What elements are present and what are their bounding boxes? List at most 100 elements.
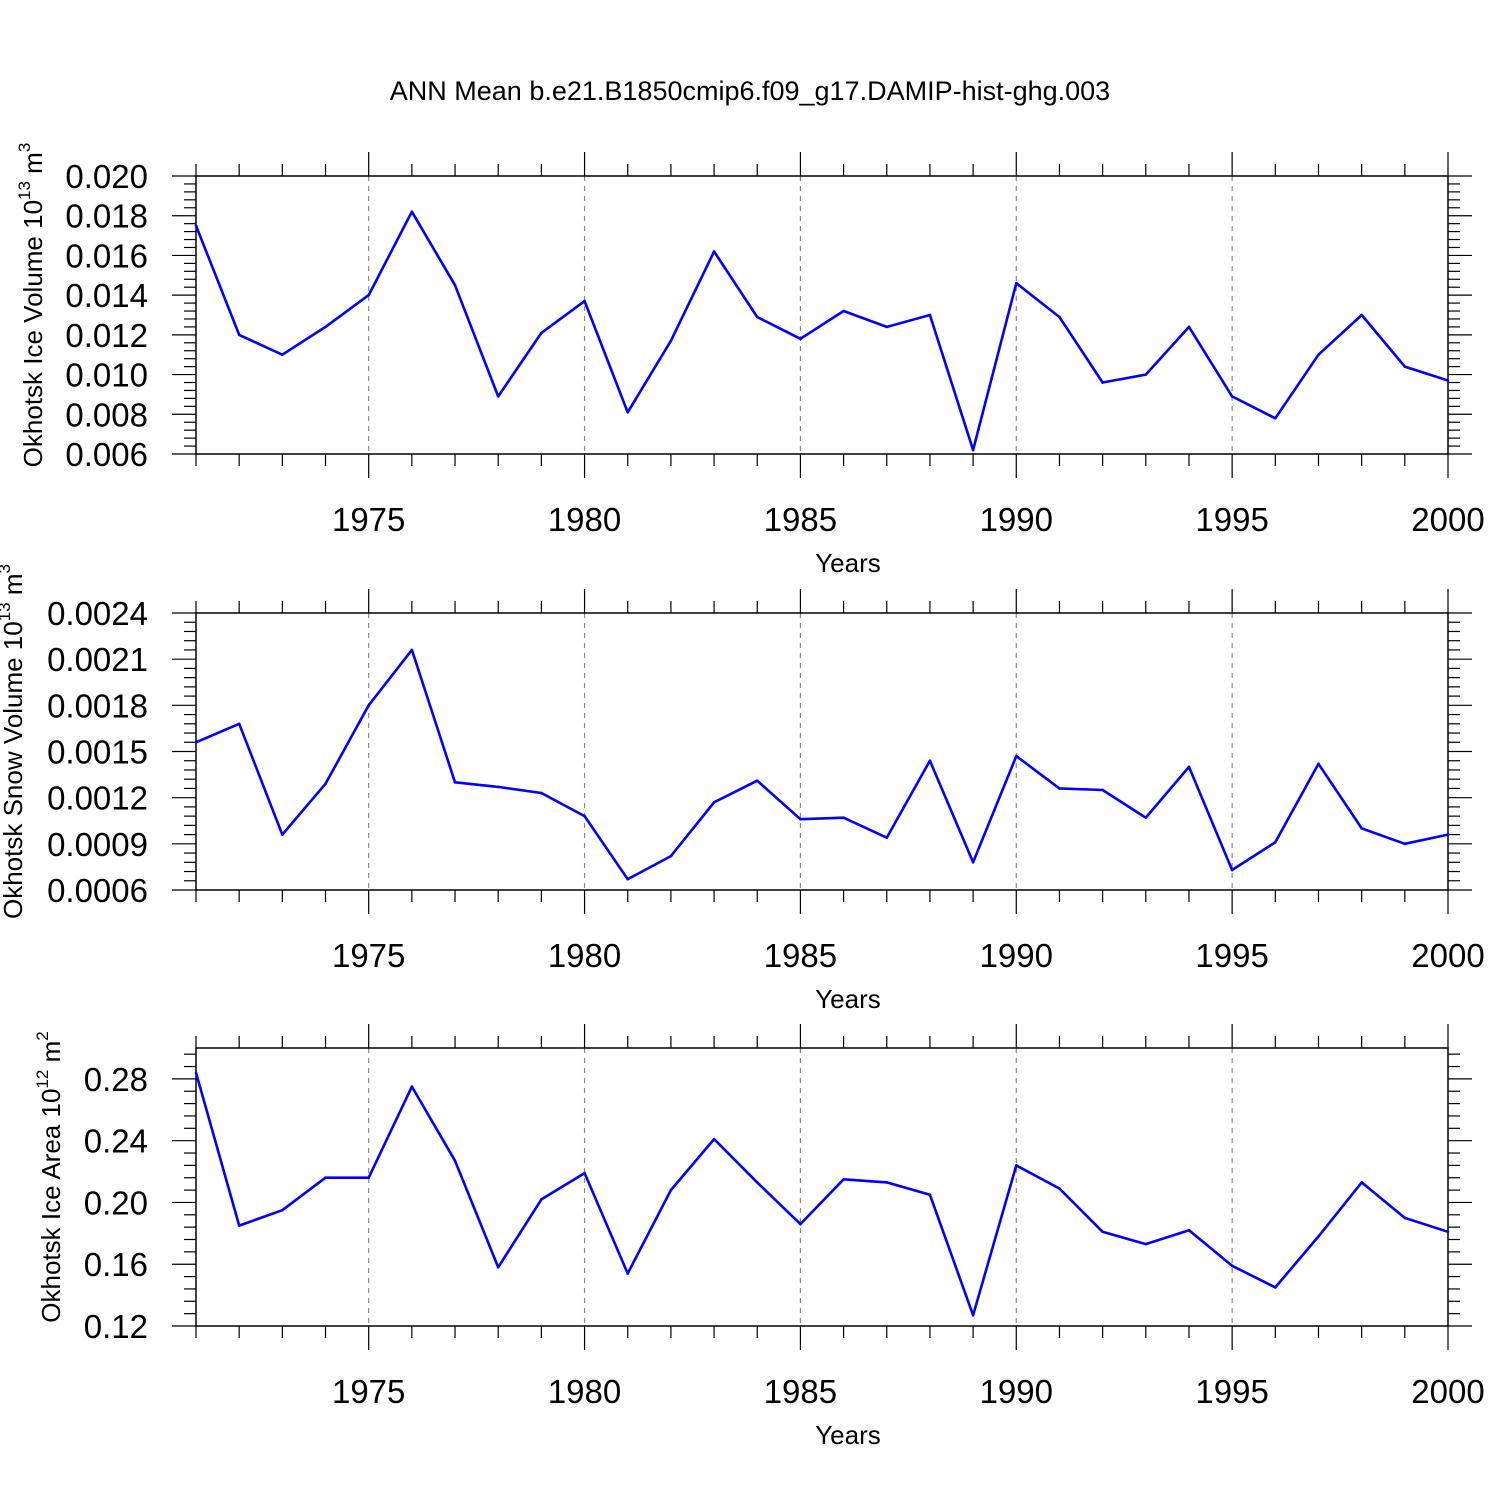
x-tick-label: 1975 [332, 937, 405, 974]
data-point [1403, 365, 1407, 368]
data-point [712, 1137, 716, 1141]
data-point [194, 224, 198, 227]
data-point [324, 1176, 327, 1180]
y-tick-label: 0.0015 [47, 734, 148, 771]
x-axis-label: Years [815, 1420, 881, 1450]
data-point [194, 1071, 198, 1075]
data-point [237, 333, 241, 337]
chart-panel-1: 0.0060.0080.0100.0120.0140.0160.0180.020… [15, 143, 1485, 578]
data-point [1403, 842, 1407, 846]
y-tick-label: 0.16 [84, 1246, 148, 1283]
data-point [1446, 379, 1450, 382]
y-tick-label: 0.008 [65, 396, 148, 433]
data-point [799, 337, 802, 341]
data-point [1317, 762, 1320, 766]
data-point [669, 1188, 673, 1192]
data-point [1058, 1187, 1061, 1190]
x-tick-label: 1980 [548, 937, 621, 974]
data-point [755, 779, 759, 783]
y-tick-label: 0.020 [65, 158, 148, 195]
data-point [712, 250, 716, 253]
y-axis-label-superscript: 3 [0, 564, 14, 573]
x-tick-label: 1980 [548, 1373, 621, 1410]
data-point [583, 814, 586, 818]
data-point [1101, 788, 1104, 792]
y-tick-label: 0.0021 [47, 641, 148, 678]
y-tick-label: 0.006 [65, 436, 148, 473]
x-tick-label: 1995 [1195, 501, 1268, 538]
x-axis-label: Years [815, 984, 881, 1014]
data-point [496, 1266, 500, 1269]
y-axis-label-part: Okhotsk Ice Area 10 [36, 1089, 66, 1323]
data-point [453, 780, 457, 784]
data-point [1446, 833, 1450, 836]
y-tick-label: 0.016 [65, 237, 148, 274]
chart-panel-2: 0.0006 0.0009 0.0012 0.0015 0.0018 0.0021 0.00… [0, 564, 1485, 1014]
data-point [971, 448, 975, 452]
x-tick-label: 1990 [980, 937, 1053, 974]
x-tick-label: 1985 [764, 1373, 837, 1410]
data-point [410, 1085, 414, 1088]
data-point [842, 309, 845, 313]
x-tick-label: 1995 [1195, 937, 1268, 974]
data-point [1403, 1216, 1407, 1220]
series-line-1 [195, 648, 1449, 881]
data-point [842, 1177, 845, 1181]
data-point [1360, 313, 1363, 317]
y-tick-label: 0.0012 [47, 780, 148, 817]
data-point [281, 1208, 284, 1212]
data-point [367, 704, 370, 707]
x-tick-label: 1985 [764, 501, 837, 538]
data-point [1058, 315, 1061, 319]
chart-panels: 0.0060.0080.0100.0120.0140.0160.0180.020… [0, 143, 1485, 1450]
data-point [1230, 1264, 1234, 1268]
data-point [194, 740, 198, 744]
data-point [1058, 787, 1061, 790]
x-tick-label: 1975 [332, 1373, 405, 1410]
data-point [1187, 1228, 1191, 1232]
data-point [669, 339, 673, 343]
data-point [1014, 1164, 1018, 1167]
series-line-1 [194, 1072, 1449, 1317]
y-axis-label: Okhotsk Ice Volume 1013 m3 [15, 143, 48, 468]
figure-title: ANN Mean b.e21.B1850cmip6.f09_g17.DAMIP-… [390, 76, 1110, 106]
data-point [971, 1313, 975, 1317]
data-point [1101, 381, 1104, 384]
x-tick-label: 1975 [332, 501, 405, 538]
data-point [1101, 1230, 1104, 1234]
y-tick-label: 0.0006 [47, 872, 148, 909]
data-point [1187, 325, 1191, 329]
data-point [1360, 827, 1363, 830]
y-tick-label: 0.28 [84, 1061, 148, 1098]
data-point [1274, 1286, 1277, 1289]
data-point [928, 313, 932, 317]
data-point [1144, 373, 1148, 376]
y-tick-label: 0.018 [65, 198, 148, 235]
data-point [1230, 868, 1234, 872]
y-axis-label-part [36, 1062, 66, 1069]
series-line-1 [194, 210, 1449, 452]
data-point [1317, 1235, 1320, 1238]
data-point [755, 315, 759, 319]
data-point [1144, 816, 1148, 819]
data-point [367, 293, 370, 297]
x-tick-label: 1995 [1195, 1373, 1268, 1410]
x-tick-label: 2000 [1411, 501, 1484, 538]
data-point [669, 854, 673, 858]
data-point [928, 1193, 932, 1197]
data-point [1014, 281, 1018, 285]
data-point [410, 210, 414, 214]
x-tick-label: 1990 [980, 1373, 1053, 1410]
y-axis-label-superscript: 12 [33, 1070, 52, 1089]
data-point [1317, 353, 1320, 357]
data-point [496, 785, 500, 789]
y-tick-label: 0.20 [84, 1184, 148, 1221]
data-point [1230, 395, 1234, 398]
data-point [626, 877, 630, 881]
data-point [583, 1171, 586, 1175]
y-axis-label-part: Okhotsk Snow Volume 10 [0, 621, 28, 919]
data-point [885, 1181, 889, 1184]
data-point [1274, 840, 1277, 844]
data-point [281, 833, 284, 836]
